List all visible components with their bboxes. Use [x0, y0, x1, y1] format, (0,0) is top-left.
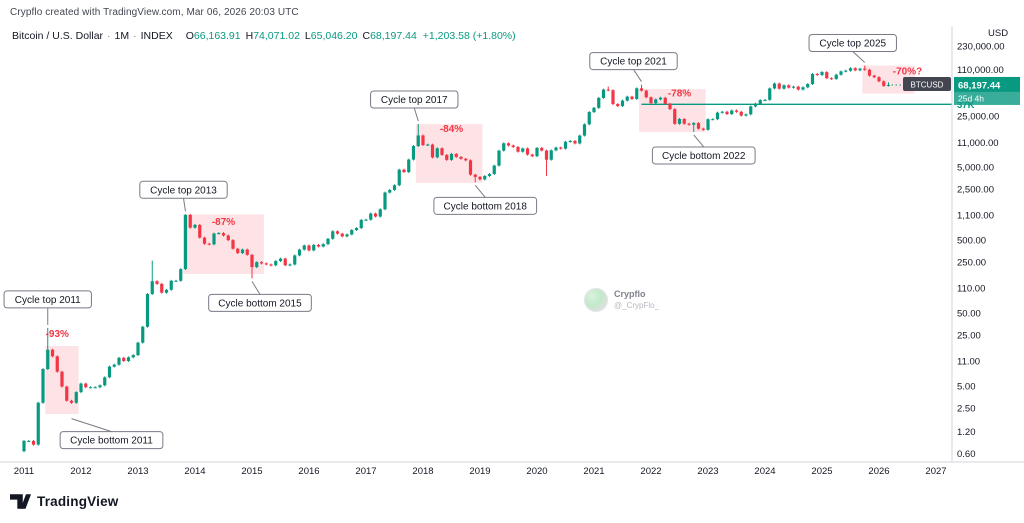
year-tick-label: 2014	[184, 466, 205, 477]
price-axis[interactable]: USD 230,000.00 110,000.00 25,000.00 11,000.0…	[957, 28, 1008, 460]
countdown-text: 25d 4h	[958, 93, 984, 103]
tradingview-logo-icon[interactable]	[10, 494, 31, 509]
drawdown-pct-label: -87%	[212, 217, 235, 228]
tradingview-brand[interactable]: TradingView	[37, 494, 119, 509]
price-tick-label: 25.00	[957, 331, 981, 342]
annotation-label[interactable]: Cycle bottom 2011	[59, 431, 164, 450]
year-tick-label: 2016	[298, 466, 319, 477]
svg-text:Cycle top 2021: Cycle top 2021	[600, 57, 667, 68]
interval-label[interactable]: 1M	[114, 30, 130, 42]
open-label: O	[185, 30, 194, 42]
close-label: C	[362, 30, 371, 42]
price-tick-label: 1,100.00	[957, 211, 994, 222]
last-price-badges: BTCUSD 68,197.44 25d 4h	[903, 76, 1020, 105]
year-tick-label: 2023	[697, 466, 718, 477]
year-tick-label: 2024	[754, 466, 775, 477]
drawdown-box[interactable]	[639, 89, 706, 133]
price-tick-label: 500.00	[957, 236, 986, 247]
pct-labels: -93% -87% -84% -78% -70%?	[46, 66, 923, 339]
countdown-badge	[954, 91, 1020, 105]
footer: TradingView	[10, 494, 118, 509]
price-tick-label: 50.00	[957, 309, 981, 320]
low-label: L	[304, 30, 311, 42]
year-tick-label: 2026	[868, 466, 889, 477]
svg-text:Cycle bottom 2018: Cycle bottom 2018	[444, 201, 528, 212]
last-price-badge	[954, 76, 1020, 92]
symbol-tag-text: BTCUSD	[911, 80, 944, 89]
svg-text:Cycle top 2013: Cycle top 2013	[150, 185, 217, 196]
annotations[interactable]: Cycle top 2011 Cycle bottom 2011 Cycle top…	[3, 34, 897, 450]
year-tick-label: 2020	[526, 466, 547, 477]
symbol-tag	[903, 76, 951, 91]
year-tick-label: 2025	[811, 466, 832, 477]
open-value: 66,163.91	[193, 30, 241, 42]
year-tick-label: 2013	[127, 466, 148, 477]
price-tick-label: 110,000.00	[957, 65, 1004, 76]
price-tick-label: 5.00	[957, 382, 976, 393]
watermark-handle: @_CrypFlo_	[614, 300, 660, 310]
drawdown-pct-label: -78%	[668, 89, 691, 100]
watermark-name: Crypflo	[614, 289, 646, 300]
high-label: H	[245, 30, 254, 42]
year-tick-label: 2011	[14, 466, 34, 477]
price-tick-label: 250.00	[957, 258, 986, 269]
change-value: +1,203.58 (+1.80%)	[422, 30, 516, 42]
low-value: 65,046.20	[310, 30, 358, 42]
legend-separator: ·	[133, 30, 137, 42]
price-tick-label: 110.00	[957, 284, 985, 295]
svg-text:Cycle bottom 2015: Cycle bottom 2015	[218, 298, 302, 309]
ohlc-values: O66,163.91 H74,071.02 L65,046.20 C68,197.44	[181, 30, 417, 42]
year-tick-label: 2027	[925, 466, 946, 477]
annotation-label[interactable]: Cycle top 2025	[808, 34, 897, 53]
annotation-label[interactable]: Cycle top 2011	[3, 290, 92, 309]
price-tick-label: 25,000.00	[957, 112, 999, 123]
year-tick-label: 2021	[583, 466, 604, 477]
annotation-label[interactable]: Cycle top 2021	[589, 52, 678, 71]
high-value: 74,071.02	[253, 30, 300, 42]
source-label: INDEX	[140, 30, 173, 42]
price-tick-label: 2.50	[957, 404, 976, 415]
year-tick-label: 2018	[412, 466, 433, 477]
price-tick-label: 5,000.00	[957, 163, 994, 174]
drawdown-pct-label: -93%	[46, 329, 69, 340]
watermark: Crypflo @_CrypFlo_	[584, 288, 659, 312]
svg-text:Cycle top 2017: Cycle top 2017	[381, 95, 448, 106]
year-tick-label: 2022	[640, 466, 661, 477]
annotation-label[interactable]: Cycle top 2017	[370, 90, 459, 109]
price-tick-label: 1.20	[957, 427, 976, 438]
svg-text:Cycle bottom 2022: Cycle bottom 2022	[662, 151, 746, 162]
drawdown-pct-label: -70%?	[893, 66, 922, 77]
ray-price-label: 37K	[957, 100, 975, 111]
attribution-text: Crypflo created with TradingView.com, Ma…	[10, 7, 299, 18]
annotation-label[interactable]: Cycle bottom 2015	[208, 293, 312, 312]
price-tick-label: 11,000.00	[957, 138, 999, 149]
price-tick-label: 0.60	[957, 449, 976, 460]
drawdown-zones[interactable]	[45, 65, 915, 415]
drawdown-pct-label: -84%	[440, 124, 463, 135]
svg-text:Cycle bottom 2011: Cycle bottom 2011	[70, 436, 153, 447]
price-tick-label: 11.00	[957, 357, 980, 368]
svg-text:Cycle top 2011: Cycle top 2011	[15, 295, 81, 306]
year-tick-label: 2017	[355, 466, 376, 477]
candlestick-series[interactable]	[22, 65, 891, 453]
symbol-title[interactable]: Bitcoin / U.S. Dollar	[12, 30, 104, 42]
annotation-label[interactable]: Cycle bottom 2018	[433, 196, 538, 215]
watermark-avatar-icon	[584, 288, 608, 312]
year-tick-label: 2015	[241, 466, 262, 477]
legend-separator: ·	[107, 30, 111, 42]
year-tick-label: 2012	[70, 466, 91, 477]
chart-legend[interactable]: Bitcoin / U.S. Dollar · 1M · INDEX O66,163.91…	[12, 30, 516, 42]
price-tick-label: 230,000.00	[957, 41, 1005, 52]
svg-text:Cycle top 2025: Cycle top 2025	[819, 39, 886, 50]
price-axis-unit: USD	[988, 28, 1008, 39]
time-axis[interactable]: 2011 2012 2013 2014 2015 2016 2017 2018 2019 2020…	[14, 466, 947, 477]
annotation-label[interactable]: Cycle bottom 2022	[651, 146, 756, 165]
annotation-label[interactable]: Cycle top 2013	[139, 180, 228, 199]
close-value: 68,197.44	[370, 30, 417, 42]
year-tick-label: 2019	[469, 466, 490, 477]
price-tick-label: 2,500.00	[957, 185, 994, 196]
last-price-text: 68,197.44	[958, 80, 1001, 91]
